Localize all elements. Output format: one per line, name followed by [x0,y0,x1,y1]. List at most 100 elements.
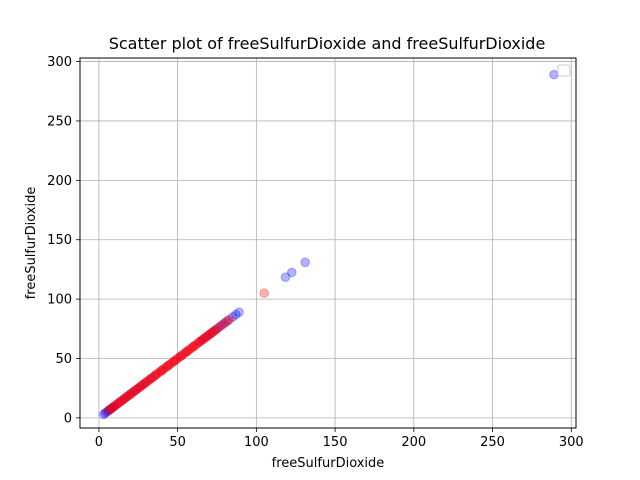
y-tick-label: 0 [64,411,72,426]
data-point [131,384,142,395]
grid-lines [80,58,576,428]
data-point [210,325,221,335]
data-point [109,401,120,411]
data-point [135,382,145,392]
data-point [199,333,210,344]
x-tick-label: 100 [244,435,269,450]
data-point [142,376,153,386]
data-point [127,388,137,398]
legend-box [557,64,571,77]
data-point [194,337,205,347]
data-point [168,357,178,367]
data-point [171,354,181,365]
data-point [205,328,216,339]
y-axis-label: freeSulfurDioxide [24,187,39,300]
data-point [259,288,270,298]
data-point [177,350,188,360]
data-point [182,346,192,357]
data-point [131,384,142,395]
chart-title: Scatter plot of freeSulfurDioxide and fr… [109,34,546,53]
data-point [152,369,162,379]
data-point [186,343,197,353]
data-point [144,375,155,385]
data-point [157,365,167,376]
data-point [136,381,147,391]
data-point [128,386,139,397]
data-point [161,362,172,372]
data-point [198,334,208,345]
data-point [100,408,110,418]
y-axis-ticks: 0 50 100 150 200 250 300 [47,55,80,426]
data-point [221,316,232,327]
data-point [169,356,180,366]
data-point [185,344,196,354]
x-tick-label: 50 [169,435,186,450]
data-point [163,360,173,371]
data-point [234,307,244,317]
plot-frame [79,57,577,429]
data-point [182,346,192,357]
data-point [180,347,191,358]
x-axis-ticks: 0 50 100 150 200 250 300 [95,428,584,450]
data-point [213,322,224,333]
data-point [98,409,109,420]
data-point [166,358,177,369]
data-point [114,397,125,408]
data-point [164,359,175,370]
y-tick-label: 150 [47,233,72,248]
data-point [120,392,131,403]
data-point [280,272,291,282]
data-point [201,332,211,342]
data-point [133,383,144,394]
data-point [231,309,241,320]
data-point [125,389,136,399]
data-point [111,400,122,410]
data-point [138,379,148,390]
data-point [147,372,158,383]
data-point [106,403,117,414]
data-point [146,373,156,384]
x-tick-label: 300 [559,435,584,450]
data-point [212,324,222,334]
data-point [117,395,128,405]
data-point [153,367,164,378]
data-point [103,405,114,416]
data-point [157,365,167,376]
data-point [122,391,133,402]
y-tick-label: 50 [55,352,72,367]
data-point [149,371,159,382]
y-tick-label: 200 [47,174,72,189]
data-point [175,351,186,361]
data-point [204,329,214,340]
data-point [116,396,126,407]
data-point [101,407,112,417]
data-point [150,370,161,380]
data-point [216,320,227,331]
data-point [204,329,214,340]
data-point [125,389,136,399]
data-point [138,379,148,390]
data-point [188,341,199,352]
data-points [98,69,559,420]
data-point [224,314,235,325]
data-point [207,327,218,338]
x-tick-label: 200 [401,435,426,450]
data-point [108,402,118,413]
data-point [207,327,218,338]
data-point [103,405,114,416]
data-point [158,364,169,375]
data-point [179,348,189,359]
data-point [141,377,151,388]
data-point [130,385,140,396]
data-point [119,394,129,404]
data-point [169,356,180,366]
data-point [163,360,173,371]
plot-area [79,57,577,429]
x-tick-label: 250 [480,435,505,450]
data-point [160,363,170,373]
data-point [220,318,230,328]
data-point [174,352,184,363]
data-point [215,321,225,332]
plot-background [80,58,576,428]
data-point [209,326,219,336]
